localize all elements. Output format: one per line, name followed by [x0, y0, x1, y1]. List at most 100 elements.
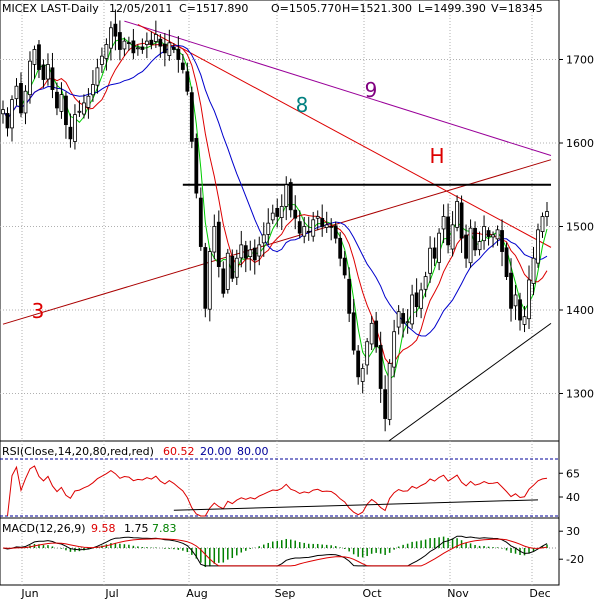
candle-body: [261, 234, 266, 244]
candle-body: [468, 227, 473, 264]
candle-body: [500, 230, 504, 252]
annotation-H: H: [429, 144, 444, 168]
macd-panel: [0, 517, 560, 586]
candle-body: [64, 95, 68, 126]
candle-body: [10, 99, 14, 129]
rsi-value: 60.52: [163, 445, 195, 458]
candle-body: [252, 247, 257, 261]
candle-body: [504, 247, 509, 277]
x-tick-label: Nov: [447, 587, 469, 600]
trendline-8: [137, 23, 552, 248]
candle-body: [140, 46, 145, 50]
candle-body: [158, 38, 163, 47]
candle-body: [432, 247, 437, 259]
header-high: H=1521.300: [342, 2, 412, 15]
candle-body: [351, 312, 356, 351]
candle-body: [338, 237, 343, 259]
header-date: 12/05/2011: [109, 2, 172, 15]
macd-tick-label: -20: [566, 553, 584, 566]
candle-body: [153, 34, 158, 42]
x-tick-label: Oct: [362, 587, 382, 600]
macd-value: 9.58: [91, 522, 116, 535]
candle-body: [126, 42, 131, 44]
rsi-high-level: 80.00: [237, 445, 269, 458]
ma-line-1: [2, 42, 548, 365]
candle-body: [5, 113, 10, 129]
candle-body: [342, 257, 347, 276]
candle-body: [437, 232, 441, 263]
rsi-tick-label: 40: [566, 491, 580, 504]
candle-body: [540, 216, 545, 232]
candle-body: [243, 245, 248, 259]
x-tick-label: Dec: [529, 587, 550, 600]
candle-body: [77, 110, 82, 113]
candle-body: [207, 251, 212, 310]
price-bars: [1, 9, 549, 432]
candle-body: [167, 42, 172, 56]
candle-body: [73, 114, 77, 142]
rsi-header: RSI(Close,14,20,80,red,red) 60.52 20.00 …: [2, 445, 269, 458]
candle-body: [194, 138, 199, 194]
y-tick-label: 1700: [566, 54, 594, 67]
candle-body: [279, 206, 284, 218]
candle-body: [477, 241, 482, 251]
candle-body: [162, 43, 167, 54]
header-open: O=1505.770: [271, 2, 341, 15]
candle-body: [378, 345, 383, 389]
rsi-line: [7, 465, 548, 517]
candle-body: [369, 322, 374, 345]
candle-body: [203, 247, 208, 309]
candle-body: [428, 247, 433, 274]
candle-body: [122, 40, 127, 50]
rsi-low-level: 20.00: [200, 445, 232, 458]
candle-body: [135, 47, 140, 50]
candle-body: [486, 230, 491, 237]
candle-body: [266, 222, 271, 235]
candle-body: [360, 368, 365, 382]
candle-body: [536, 229, 540, 264]
candle-body: [333, 225, 338, 239]
candle-body: [347, 278, 352, 314]
price-axis: 1300 1400 1500 1600 1700: [559, 54, 594, 401]
candle-body: [414, 292, 419, 308]
candle-body: [522, 316, 527, 325]
candle-body: [221, 268, 226, 294]
candle-body: [46, 64, 50, 80]
y-tick-label: 1600: [566, 137, 594, 150]
x-tick-label: Jun: [20, 587, 38, 600]
candle-body: [513, 294, 518, 307]
candle-body: [176, 48, 181, 60]
candle-body: [68, 126, 73, 140]
trendline-support: [384, 322, 552, 445]
candle-body: [482, 226, 486, 242]
candle-body: [212, 226, 217, 253]
candle-body: [459, 202, 464, 239]
candle-body: [59, 94, 64, 112]
candle-body: [131, 40, 136, 54]
candle-body: [23, 90, 28, 114]
candle-body: [144, 40, 149, 45]
candle-body: [28, 60, 32, 96]
chart-annotations: 8 9 H 3: [32, 78, 445, 323]
macd-signal-value: 1.75: [124, 522, 149, 535]
annotation-9: 9: [365, 78, 378, 102]
candle-body: [545, 211, 549, 217]
candle-body: [275, 208, 280, 217]
candle-body: [293, 209, 298, 219]
candle-body: [284, 184, 289, 207]
candle-body: [374, 320, 379, 348]
candle-body: [531, 257, 536, 284]
x-tick-label: Aug: [186, 587, 207, 600]
price-header: MICEX LAST-Daily 12/05/2011 C=1517.890 O…: [2, 2, 543, 15]
candle-body: [100, 55, 104, 65]
candle-body: [55, 91, 59, 109]
candle-body: [109, 27, 113, 49]
candle-body: [185, 71, 190, 92]
candle-body: [324, 224, 329, 228]
y-tick-label: 1400: [566, 304, 594, 317]
candle-body: [306, 230, 311, 233]
candle-body: [257, 244, 262, 257]
annotation-8: 8: [296, 93, 309, 117]
candle-body: [216, 221, 221, 267]
header-close: C=1517.890: [179, 2, 248, 15]
